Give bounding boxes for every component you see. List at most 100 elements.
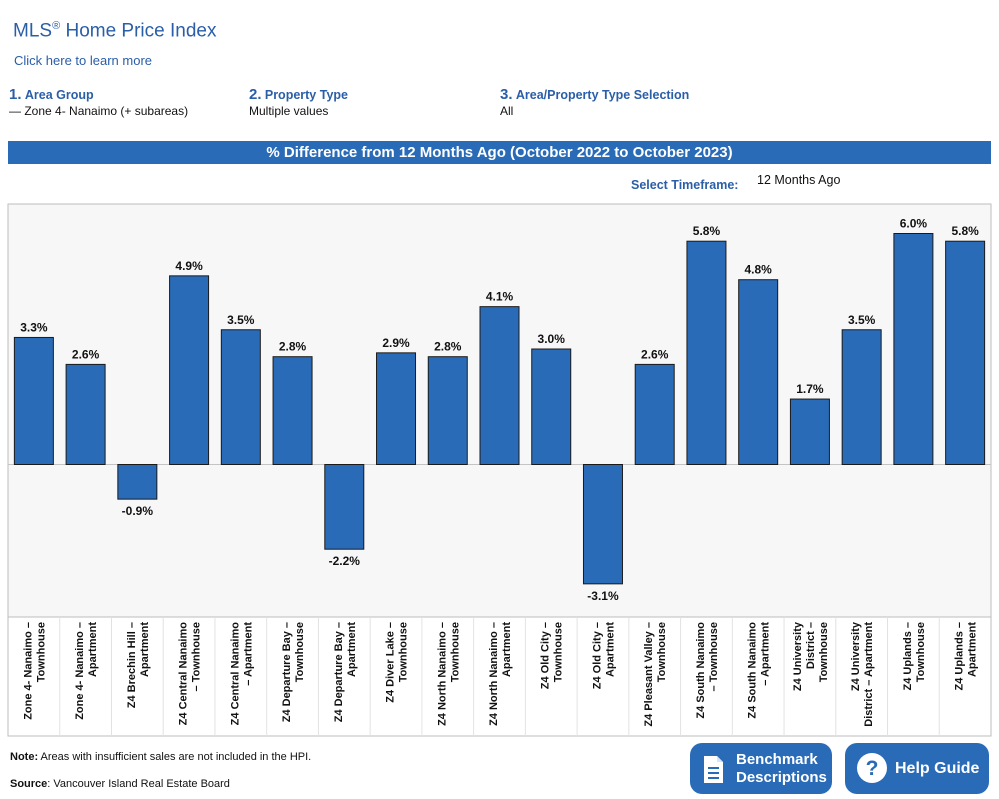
tick-label: Townhouse	[915, 622, 927, 682]
tick-label: Townhouse	[35, 622, 47, 682]
data-label: 1.7%	[796, 382, 824, 396]
tick-label: Z4 Brechin Hill –	[126, 622, 138, 708]
bar	[117, 464, 158, 500]
data-label: -0.9%	[122, 504, 154, 518]
bar	[376, 352, 417, 466]
data-label: 3.0%	[538, 332, 566, 346]
tick-label: District –	[805, 622, 817, 669]
tick-label: Townhouse	[449, 622, 461, 682]
filter-area-group-value[interactable]: — Zone 4- Nanaimo (+ subareas)	[9, 104, 189, 118]
tick-label: Z4 Pleasant Valley –	[643, 622, 655, 727]
document-icon	[704, 756, 723, 783]
data-label: 2.8%	[434, 340, 462, 354]
tick-label: Zone 4- Nanaimo –	[22, 622, 34, 720]
svg-text:?: ?	[866, 757, 879, 780]
tick-label: Z4 Departure Bay –	[333, 622, 345, 722]
bar	[789, 398, 830, 465]
bar	[427, 356, 468, 466]
tick-label: – Apartment	[760, 622, 772, 686]
bar	[841, 329, 882, 465]
timeframe-select[interactable]: 12 Months Ago	[757, 173, 841, 187]
bar	[945, 240, 986, 465]
tick-label: Z4 North Nanaimo –	[436, 622, 448, 726]
filter-area-group[interactable]: 1. Area Group — Zone 4- Nanaimo (+ subar…	[9, 86, 189, 118]
data-label: 3.3%	[20, 320, 48, 334]
data-label: 3.5%	[227, 313, 255, 327]
data-label: 5.8%	[951, 224, 979, 238]
source-text: Source: Vancouver Island Real Estate Boa…	[10, 778, 230, 790]
filter-area-property-selection-value[interactable]: All	[500, 104, 514, 118]
bar	[686, 240, 727, 465]
tick-label: Z4 University	[850, 621, 862, 691]
bar	[479, 306, 520, 465]
bar-chart: 3.3% 2.6% -0.9% 4.9% 3.5% 2.8% -2.2% 2.9% 2.8% 4.…	[7, 203, 992, 737]
tick-label: Z4 Uplands –	[902, 622, 914, 690]
bar	[531, 348, 572, 465]
tick-label: District – Apartment	[863, 622, 875, 727]
data-label: 5.8%	[693, 224, 721, 238]
tick-label: Townhouse	[656, 622, 668, 682]
tick-label: – Townhouse	[191, 622, 203, 691]
category-axis-area	[7, 616, 992, 737]
bar	[169, 275, 210, 465]
data-label: 4.1%	[486, 290, 514, 304]
help-guide-button[interactable]: ? Help Guide	[845, 743, 989, 794]
benchmark-descriptions-button[interactable]: Benchmark Descriptions	[690, 743, 832, 794]
page-title: MLS® Home Price Index	[13, 20, 217, 42]
tick-label: Apartment	[604, 622, 616, 677]
data-label: 6.0%	[900, 217, 928, 231]
tick-label: – Townhouse	[708, 622, 720, 691]
data-label: -3.1%	[587, 589, 619, 603]
tick-label: Z4 North Nanaimo –	[488, 622, 500, 726]
data-label: 4.8%	[745, 263, 773, 277]
data-label: -2.2%	[329, 554, 361, 568]
bar	[65, 363, 106, 465]
tick-label: Z4 Uplands –	[954, 622, 966, 690]
filter-property-type[interactable]: 2. Property Type Multiple values	[249, 86, 348, 118]
note-text: Note: Areas with insufficient sales are …	[10, 751, 312, 763]
bar	[13, 336, 54, 466]
tick-label: Z4 Old City –	[591, 622, 603, 689]
tick-label: Z4 Diver Lake –	[385, 622, 397, 703]
data-label: 2.6%	[72, 347, 100, 361]
benchmark-label-line2: Descriptions	[736, 768, 827, 786]
tick-label: Z4 Central Nanaimo	[178, 622, 190, 726]
bar	[738, 279, 779, 466]
bar	[893, 233, 934, 465]
tick-label: Townhouse	[818, 622, 830, 682]
tick-label: – Apartment	[242, 622, 254, 686]
help-guide-label: Help Guide	[895, 759, 980, 777]
tick-label: Apartment	[87, 622, 99, 677]
tick-label: Z4 Old City –	[540, 622, 552, 689]
tick-label: Apartment	[139, 622, 151, 677]
tick-label: Z4 South Nanaimo	[695, 622, 707, 719]
data-label: 3.5%	[848, 313, 876, 327]
data-label: 2.8%	[279, 340, 307, 354]
tick-label: Z4 Departure Bay –	[281, 622, 293, 722]
bar	[220, 329, 261, 465]
tick-label: Apartment	[967, 622, 979, 677]
data-label: 2.9%	[382, 336, 410, 350]
bar	[272, 356, 313, 466]
bar	[634, 363, 675, 465]
tick-label: Z4 South Nanaimo	[747, 622, 759, 719]
tick-label: Townhouse	[398, 622, 410, 682]
tick-label: Zone 4- Nanaimo –	[74, 622, 86, 720]
tick-label: Townhouse	[294, 622, 306, 682]
data-label: 4.9%	[175, 259, 203, 273]
filter-property-type-value[interactable]: Multiple values	[249, 104, 329, 118]
data-label: 2.6%	[641, 347, 669, 361]
tick-label: Z4 Central Nanaimo	[229, 622, 241, 726]
tick-label: Z4 University	[792, 621, 804, 691]
question-icon: ?	[857, 753, 887, 783]
tick-label: Townhouse	[553, 622, 565, 682]
filter-area-property-selection[interactable]: 3. Area/Property Type Selection All	[500, 86, 690, 118]
benchmark-label-line1: Benchmark	[736, 750, 818, 768]
bar	[582, 464, 623, 585]
timeframe-label: Select Timeframe:	[631, 178, 739, 192]
tick-label: Apartment	[501, 622, 513, 677]
chart-title-banner: % Difference from 12 Months Ago (October…	[8, 141, 991, 164]
tick-label: Apartment	[346, 622, 358, 677]
learn-more-link[interactable]: Click here to learn more	[14, 53, 152, 68]
bar	[324, 464, 365, 550]
